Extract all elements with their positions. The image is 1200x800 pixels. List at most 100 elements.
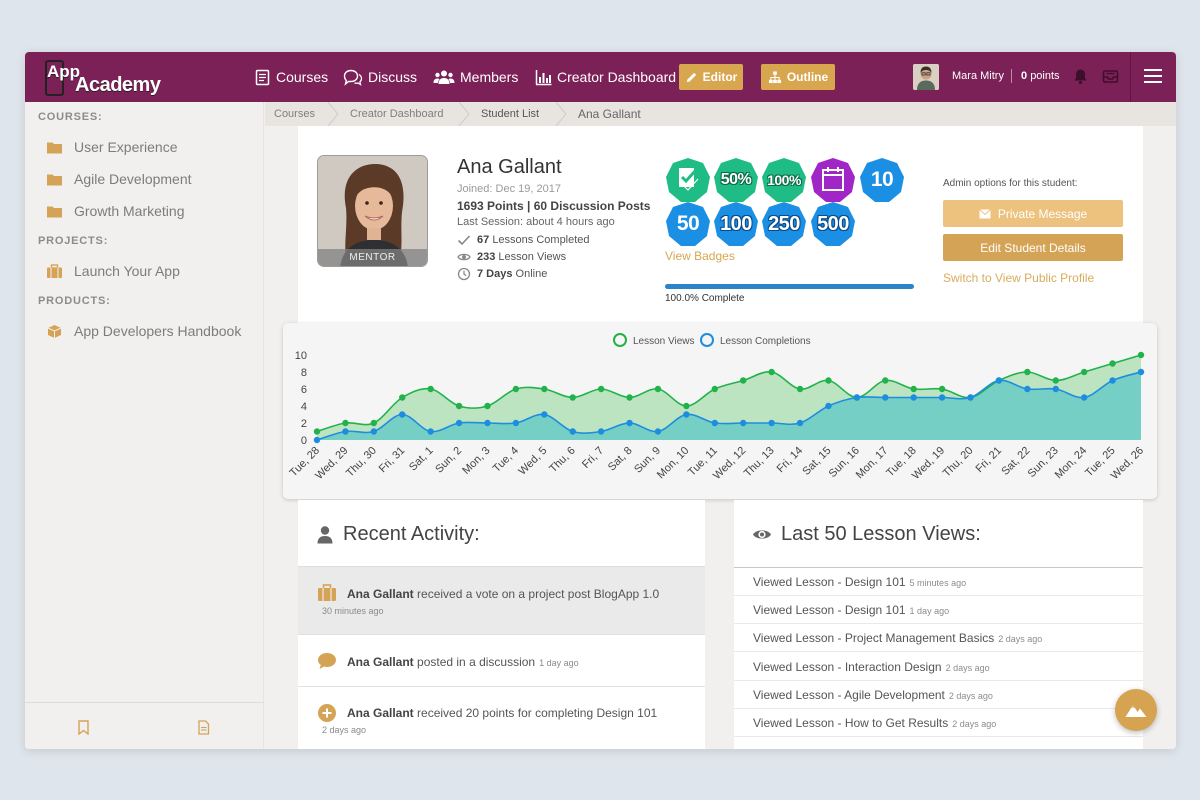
- activity-user[interactable]: Ana Gallant: [347, 706, 414, 720]
- user-points-label: points: [1030, 70, 1060, 82]
- data-point: [541, 411, 548, 418]
- sidebar-item-agile-development[interactable]: Agile Development: [46, 169, 192, 189]
- data-point: [1080, 368, 1088, 376]
- lesson-view-row[interactable]: Viewed Lesson - Design 101 5 minutes ago: [734, 568, 1143, 596]
- data-point: [768, 419, 775, 427]
- stat-lessons-completed: 67 Lessons Completed: [457, 232, 590, 248]
- private-message-button[interactable]: Private Message: [943, 200, 1123, 227]
- inbox-icon[interactable]: [1102, 68, 1119, 85]
- x-tick-label: Mon, 17: [854, 445, 891, 482]
- user-divider: [1011, 69, 1012, 83]
- bell-icon[interactable]: [1072, 68, 1089, 85]
- edit-student-details-button[interactable]: Edit Student Details: [943, 234, 1123, 261]
- number-badge-icon[interactable]: 250: [761, 201, 807, 247]
- y-tick-label: 8: [301, 367, 307, 379]
- number-badge-icon[interactable]: 100: [713, 201, 759, 247]
- number-badge-icon[interactable]: 500: [810, 201, 856, 247]
- lesson-view-row[interactable]: Viewed Lesson - Agile Development 2 days …: [734, 681, 1143, 709]
- activity-item[interactable]: Ana Gallant received a vote on a project…: [298, 567, 705, 635]
- activity-time: 1 day ago: [539, 658, 579, 668]
- x-tick-label: Thu, 20: [941, 445, 976, 480]
- data-point: [342, 428, 349, 435]
- envelope-icon: [978, 208, 991, 218]
- stat-label: Lessons Completed: [492, 234, 590, 246]
- activity-user[interactable]: Ana Gallant: [347, 587, 414, 601]
- data-point: [825, 402, 832, 410]
- sidebar-item-app-developers-handbook[interactable]: App Developers Handbook: [46, 321, 241, 341]
- badge-label: 50%: [720, 171, 752, 188]
- calendar-badge-icon[interactable]: [810, 157, 856, 203]
- data-point: [740, 377, 747, 384]
- user-points: 0 points: [1021, 70, 1060, 82]
- user-name[interactable]: Mara Mitry: [952, 70, 1004, 82]
- checklist-badge-icon[interactable]: [665, 157, 711, 203]
- data-point: [882, 394, 889, 401]
- number-badge-icon[interactable]: 50: [665, 201, 711, 247]
- plus-circle-icon: [318, 704, 336, 722]
- nav-discuss[interactable]: Discuss: [342, 67, 417, 87]
- lesson-view-text: Viewed Lesson - Agile Development: [753, 688, 945, 702]
- activity-item[interactable]: Ana Gallant received 20 points for compl…: [298, 688, 705, 749]
- breadcrumb-creator-dashboard[interactable]: Creator Dashboard: [350, 108, 444, 120]
- editor-button[interactable]: Editor: [679, 64, 743, 90]
- data-point: [711, 419, 718, 427]
- number-badge-icon[interactable]: 10: [859, 157, 905, 203]
- breadcrumb-student-list[interactable]: Student List: [481, 108, 540, 120]
- data-point: [910, 385, 917, 393]
- sidebar: COURSES: User Experience Agile Developme…: [25, 102, 264, 749]
- hamburger-menu-icon[interactable]: [1144, 69, 1162, 83]
- app-logo[interactable]: App Academy: [42, 57, 162, 99]
- lesson-view-time: 2 days ago: [945, 663, 990, 673]
- floating-action-button[interactable]: [1115, 689, 1157, 731]
- data-point: [626, 394, 633, 401]
- breadcrumb: Courses Creator Dashboard Student List A…: [265, 102, 1176, 126]
- sidebar-item-growth-marketing[interactable]: Growth Marketing: [46, 201, 184, 221]
- lesson-views-card: Last 50 Lesson Views: Viewed Lesson - De…: [734, 500, 1143, 749]
- admin-options-heading: Admin options for this student:: [943, 178, 1078, 189]
- nav-courses[interactable]: Courses: [254, 67, 328, 87]
- lesson-view-row[interactable]: Viewed Lesson - How to Get Results 2 days…: [734, 709, 1143, 737]
- data-point: [711, 385, 718, 393]
- sidebar-item-launch-your-app[interactable]: Launch Your App: [46, 261, 180, 281]
- percent-badge-icon[interactable]: 100%: [761, 157, 807, 203]
- bookmark-icon[interactable]: [77, 720, 90, 735]
- nav-creator-dashboard-label: Creator Dashboard: [557, 69, 677, 85]
- sidebar-item-user-experience[interactable]: User Experience: [46, 137, 178, 157]
- activity-user[interactable]: Ana Gallant: [347, 655, 414, 669]
- x-tick-label: Sun, 2: [433, 445, 464, 476]
- data-point: [313, 428, 321, 435]
- view-badges-link[interactable]: View Badges: [665, 249, 735, 263]
- data-point: [512, 419, 520, 427]
- user-avatar[interactable]: [913, 64, 939, 90]
- document-icon[interactable]: [197, 720, 210, 735]
- activity-item[interactable]: Ana Gallant posted in a discussion 1 day …: [298, 636, 705, 687]
- data-point: [455, 402, 463, 410]
- student-joined-date: Joined: Dec 19, 2017: [457, 183, 561, 195]
- breadcrumb-courses[interactable]: Courses: [274, 108, 315, 120]
- x-tick-label: Mon, 3: [460, 445, 492, 477]
- sidebar-heading-products: PRODUCTS:: [38, 295, 111, 307]
- data-point: [597, 428, 605, 435]
- lesson-view-row[interactable]: Viewed Lesson - Interaction Design 2 days…: [734, 653, 1143, 681]
- nav-creator-dashboard[interactable]: Creator Dashboard: [535, 67, 676, 87]
- x-tick-label: Thu, 6: [547, 445, 578, 476]
- percent-badge-icon[interactable]: 50%: [713, 157, 759, 203]
- lesson-view-row[interactable]: Viewed Lesson - Project Management Basic…: [734, 624, 1143, 652]
- data-point: [938, 394, 946, 401]
- x-tick-label: Wed, 5: [516, 445, 549, 478]
- lesson-view-time: 1 day ago: [909, 606, 950, 616]
- data-point: [796, 419, 804, 427]
- box-icon: [47, 324, 62, 338]
- data-point: [370, 419, 378, 427]
- edit-student-details-label: Edit Student Details: [980, 240, 1086, 255]
- outline-button[interactable]: Outline: [761, 64, 835, 90]
- switch-public-profile-link[interactable]: Switch to View Public Profile: [943, 271, 1095, 285]
- lesson-view-row[interactable]: Viewed Lesson - Design 101 1 day ago: [734, 596, 1143, 624]
- user-avatar-image: [913, 64, 939, 90]
- recent-activity-card: Recent Activity: Ana Gallant received a …: [298, 500, 705, 749]
- course-progress-bar: [665, 284, 914, 289]
- nav-members[interactable]: Members: [433, 67, 518, 87]
- x-tick-label: Fri, 31: [377, 445, 408, 476]
- data-point: [740, 419, 747, 427]
- series-area-1: [317, 372, 1141, 440]
